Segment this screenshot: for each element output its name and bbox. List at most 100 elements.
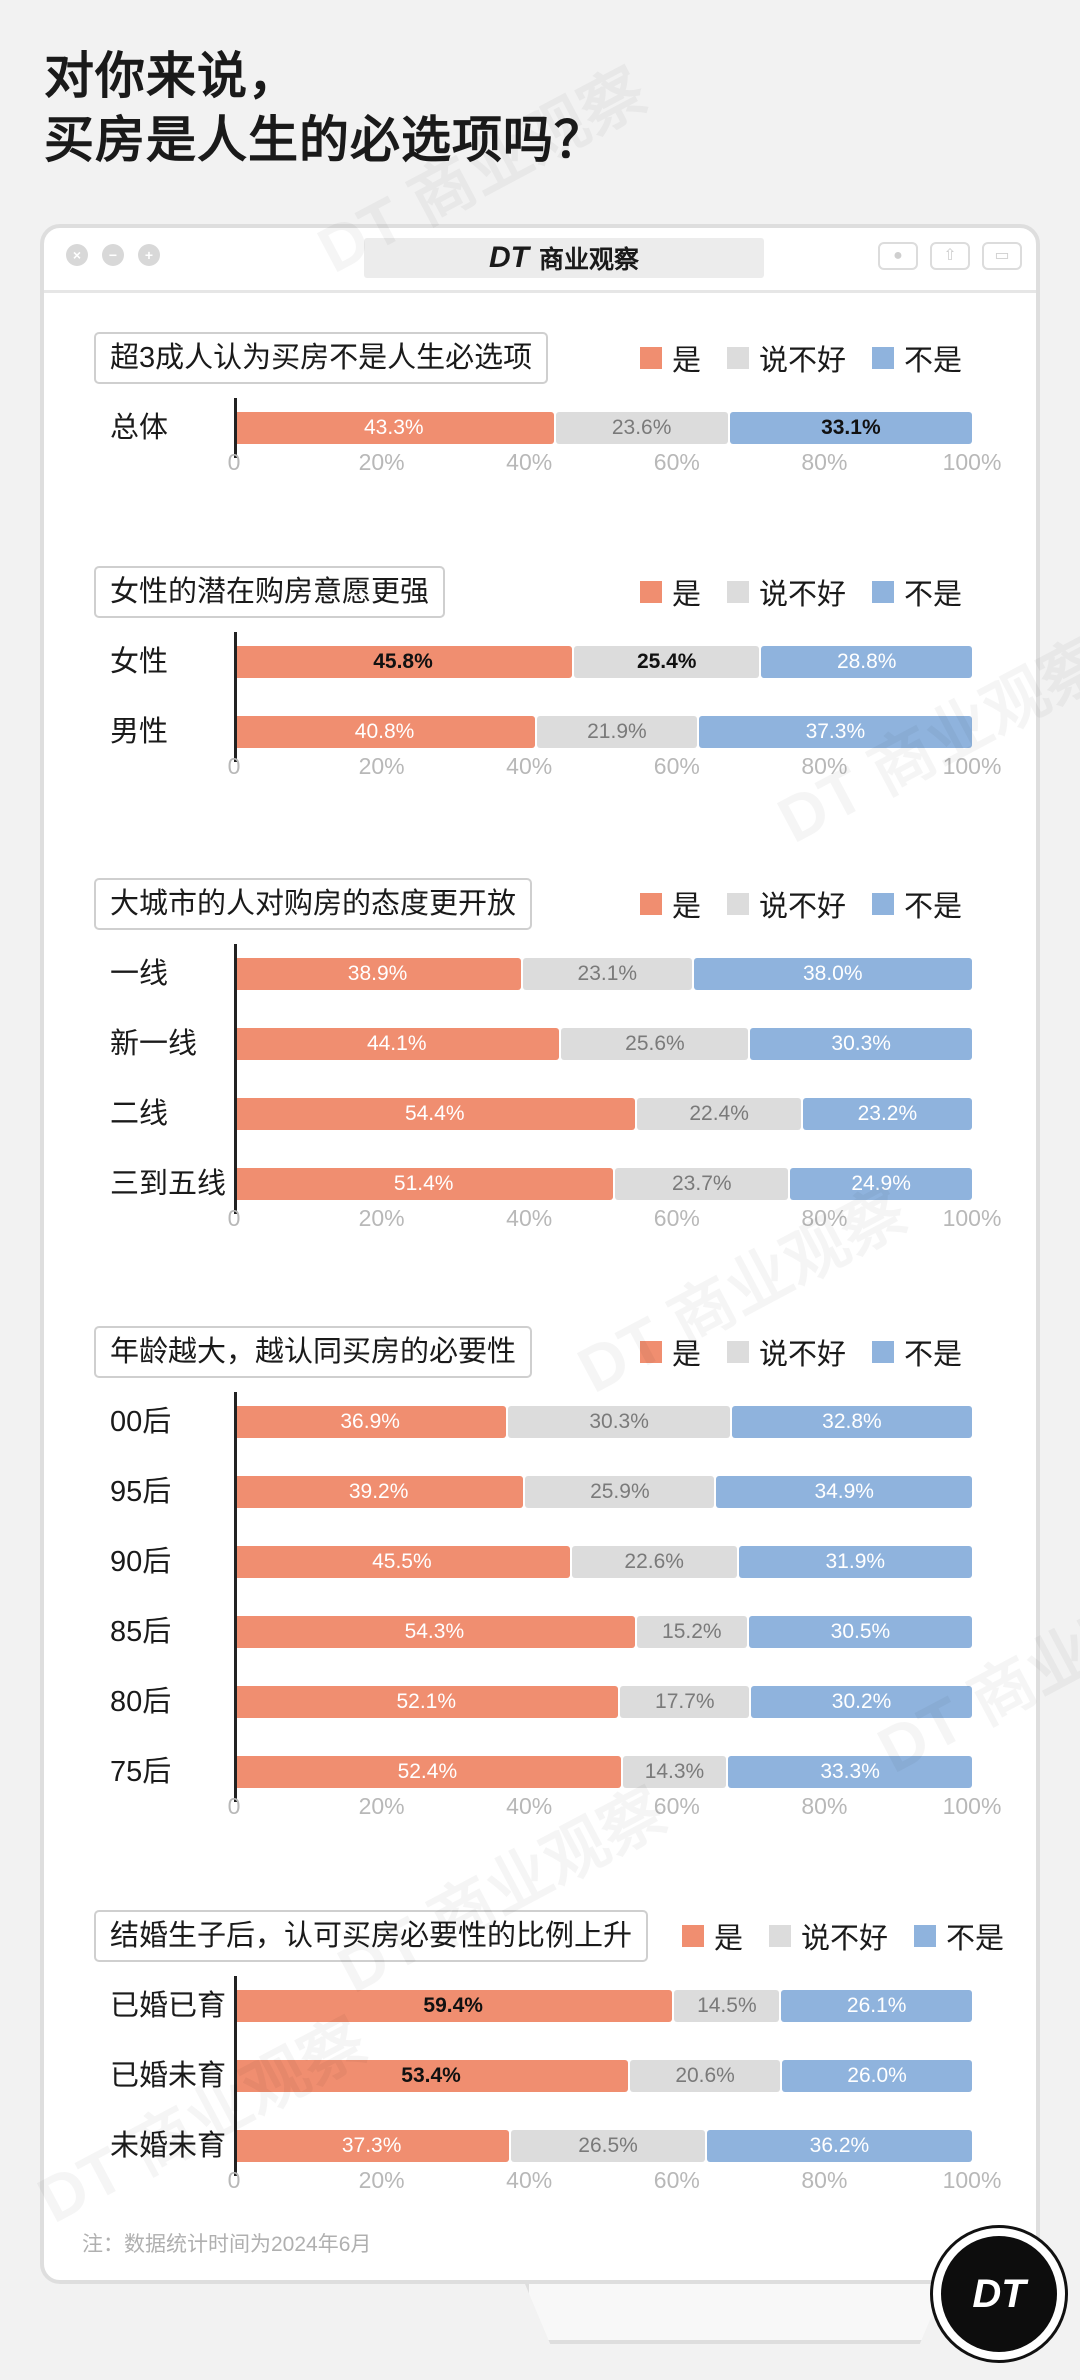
x-tick-label: 20% — [358, 1205, 405, 1231]
bar-segment-unsure: 23.6% — [555, 412, 728, 444]
x-tick-label: 40% — [506, 449, 553, 475]
row-label: 90后 — [110, 1546, 172, 1578]
x-tick-label: 80% — [801, 2167, 848, 2193]
legend-label: 是 — [672, 579, 702, 611]
legend-swatch — [727, 893, 750, 915]
legend-label: 是 — [672, 1339, 702, 1371]
row-label: 85后 — [110, 1616, 172, 1648]
x-tick-label: 0 — [227, 1205, 241, 1231]
y-axis-line — [234, 1976, 237, 2176]
x-tick-label: 60% — [653, 2167, 700, 2193]
legend-item: 不是 — [872, 571, 962, 613]
legend-swatch — [640, 893, 662, 915]
bar-segment-yes: 59.4% — [234, 1990, 673, 2022]
x-tick-label: 20% — [358, 1793, 405, 1819]
legend-item: 说不好 — [727, 1331, 846, 1373]
legend-swatch — [872, 347, 895, 369]
bar-segment-no: 33.3% — [728, 1756, 972, 1788]
row-label: 75后 — [110, 1756, 172, 1788]
bar-row: 女性 45.8% 25.4% 28.8% — [0, 646, 1080, 680]
legend-swatch — [872, 581, 895, 603]
legend-label: 说不好 — [801, 1923, 889, 1955]
row-label: 00后 — [110, 1406, 172, 1438]
y-axis-line — [234, 944, 237, 1214]
bar-row: 总体 43.3% 23.6% 33.1% — [0, 412, 1080, 446]
legend: 是 说不好 不是 — [640, 878, 962, 930]
x-tick-label: 60% — [653, 753, 700, 779]
bar-row: 已婚已育 59.4% 14.5% 26.1% — [0, 1990, 1080, 2024]
legend-label: 不是 — [946, 1923, 1005, 1955]
x-tick-label: 100% — [942, 1793, 1002, 1819]
legend-swatch — [727, 581, 750, 603]
legend-item: 是 — [640, 1331, 701, 1373]
x-tick-label: 0 — [227, 1793, 241, 1819]
bar-row: 二线 54.4% 22.4% 23.2% — [0, 1098, 1080, 1132]
bar-segment-no: 31.9% — [738, 1546, 972, 1578]
x-tick-label: 60% — [653, 449, 700, 475]
bar-segment-unsure: 14.3% — [622, 1756, 727, 1788]
legend-item: 是 — [640, 571, 701, 613]
legend-item: 说不好 — [727, 571, 846, 613]
maximize-icon[interactable]: + — [138, 244, 160, 266]
bar-segment-yes: 52.4% — [234, 1756, 621, 1788]
bar-row: 新一线 44.1% 25.6% 30.3% — [0, 1028, 1080, 1062]
x-tick-label: 20% — [358, 753, 405, 779]
legend-item: 是 — [682, 1915, 743, 1957]
bar-segment-no: 36.2% — [706, 2130, 972, 2162]
x-tick-label: 100% — [942, 1205, 1002, 1231]
legend-item: 说不好 — [727, 883, 846, 925]
x-tick-label: 40% — [506, 2167, 553, 2193]
legend: 是 说不好 不是 — [640, 332, 962, 384]
bar-row: 未婚未育 37.3% 26.5% 36.2% — [0, 2130, 1080, 2164]
brand-name: 商业观察 — [538, 246, 639, 274]
row-label: 新一线 — [110, 1028, 198, 1060]
panel-title: 女性的潜在购房意愿更强 — [94, 566, 446, 618]
x-tick-label: 80% — [801, 753, 848, 779]
legend-label: 是 — [672, 345, 702, 377]
bar-segment-unsure: 17.7% — [620, 1686, 750, 1718]
panel-title: 年龄越大，越认同买房的必要性 — [94, 1326, 533, 1378]
bar-segment-yes: 40.8% — [234, 716, 536, 748]
x-tick-label: 60% — [653, 1793, 700, 1819]
bar-segment-unsure: 26.5% — [511, 2130, 705, 2162]
bar-segment-unsure: 25.6% — [561, 1028, 749, 1060]
bar-segment-unsure: 22.6% — [571, 1546, 737, 1578]
legend-item: 说不好 — [727, 337, 846, 379]
record-icon[interactable]: ● — [878, 242, 918, 270]
legend-swatch — [769, 1925, 792, 1947]
bar-segment-yes: 51.4% — [234, 1168, 614, 1200]
legend-label: 不是 — [904, 345, 963, 377]
bar-segment-yes: 44.1% — [234, 1028, 560, 1060]
row-label: 三到五线 — [110, 1168, 227, 1200]
close-icon[interactable]: × — [66, 244, 88, 266]
bar-segment-yes: 53.4% — [234, 2060, 629, 2092]
bar-segment-yes: 37.3% — [234, 2130, 510, 2162]
bar-row: 三到五线 51.4% 23.7% 24.9% — [0, 1168, 1080, 1202]
bar-segment-yes: 38.9% — [234, 958, 522, 990]
legend-label: 说不好 — [759, 345, 847, 377]
legend-item: 不是 — [872, 337, 962, 379]
bar-segment-no: 32.8% — [731, 1406, 972, 1438]
bar-segment-no: 37.3% — [698, 716, 972, 748]
bar-segment-yes: 52.1% — [234, 1686, 619, 1718]
x-tick-label: 0 — [227, 753, 241, 779]
bar-segment-unsure: 22.4% — [637, 1098, 801, 1130]
legend-swatch — [727, 347, 750, 369]
row-label: 已婚已育 — [110, 1990, 227, 2022]
minimize-icon[interactable]: − — [102, 244, 124, 266]
bar-segment-yes: 36.9% — [234, 1406, 507, 1438]
legend-swatch — [727, 1341, 750, 1363]
card-divider — [44, 290, 1036, 293]
panel-title: 结婚生子后，认可买房必要性的比例上升 — [94, 1910, 649, 1962]
legend-label: 说不好 — [759, 579, 847, 611]
bar-segment-no: 33.1% — [729, 412, 972, 444]
bar-segment-yes: 54.4% — [234, 1098, 636, 1130]
row-label: 总体 — [110, 412, 169, 444]
row-label: 男性 — [110, 716, 169, 748]
share-icon[interactable]: ⇧ — [930, 242, 970, 270]
x-tick-label: 80% — [801, 449, 848, 475]
bar-segment-unsure: 15.2% — [636, 1616, 747, 1648]
legend-label: 说不好 — [759, 891, 847, 923]
bar-segment-unsure: 14.5% — [674, 1990, 780, 2022]
window-icon[interactable]: ▭ — [982, 242, 1022, 270]
